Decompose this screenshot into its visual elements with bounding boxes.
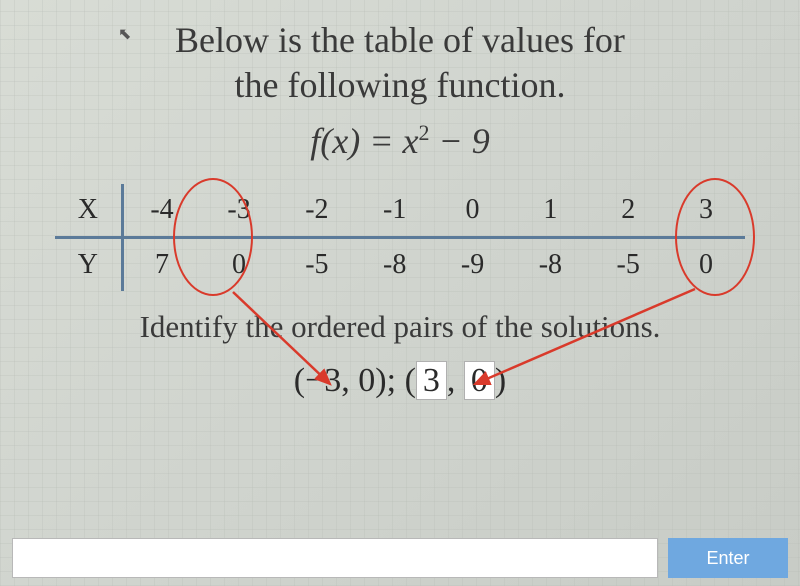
- formula-suffix: − 9: [429, 121, 489, 161]
- row-label-y: Y: [55, 238, 122, 292]
- table-row-y: Y 7 0 -5 -8 -9 -8 -5 0: [55, 238, 745, 292]
- answer-box-b[interactable]: 0: [464, 361, 495, 400]
- pair-sep: ;: [387, 362, 405, 399]
- y-cell: -9: [434, 238, 512, 292]
- y-cell: 0: [200, 238, 278, 292]
- y-cell: -5: [278, 238, 356, 292]
- x-cell: -3: [200, 184, 278, 238]
- content-area: Below is the table of values for the fol…: [0, 0, 800, 400]
- x-cell: -2: [278, 184, 356, 238]
- pair-1: (−3, 0): [294, 362, 387, 399]
- y-cell: -8: [511, 238, 589, 292]
- subtitle: Identify the ordered pairs of the soluti…: [40, 309, 760, 345]
- x-cell: 2: [589, 184, 667, 238]
- values-table: X -4 -3 -2 -1 0 1 2 3 Y 7 0 -5 -8 -9 -8 …: [55, 184, 745, 291]
- page-title: Below is the table of values for the fol…: [40, 18, 760, 108]
- pair2-mid: ,: [447, 362, 464, 399]
- x-cell: 0: [434, 184, 512, 238]
- table-wrap: X -4 -3 -2 -1 0 1 2 3 Y 7 0 -5 -8 -9 -8 …: [55, 184, 745, 291]
- x-cell: 1: [511, 184, 589, 238]
- pair2-close: ): [495, 362, 506, 399]
- y-cell: -5: [589, 238, 667, 292]
- answer-input[interactable]: [12, 538, 658, 578]
- answer-line: (−3, 0); (3, 0): [40, 361, 760, 400]
- formula: f(x) = x2 − 9: [40, 120, 760, 162]
- y-cell: 0: [667, 238, 745, 292]
- answer-box-a[interactable]: 3: [416, 361, 447, 400]
- row-label-x: X: [55, 184, 122, 238]
- formula-exponent: 2: [418, 120, 429, 145]
- pair2-open: (: [405, 362, 416, 399]
- y-cell: -8: [356, 238, 434, 292]
- x-cell: 3: [667, 184, 745, 238]
- table-row-x: X -4 -3 -2 -1 0 1 2 3: [55, 184, 745, 238]
- title-line-2: the following function.: [235, 65, 566, 105]
- title-line-1: Below is the table of values for: [175, 20, 625, 60]
- x-cell: -1: [356, 184, 434, 238]
- enter-button[interactable]: Enter: [668, 538, 788, 578]
- x-cell: -4: [122, 184, 200, 238]
- y-cell: 7: [122, 238, 200, 292]
- input-row: Enter: [0, 538, 800, 578]
- formula-prefix: f(x) = x: [310, 121, 418, 161]
